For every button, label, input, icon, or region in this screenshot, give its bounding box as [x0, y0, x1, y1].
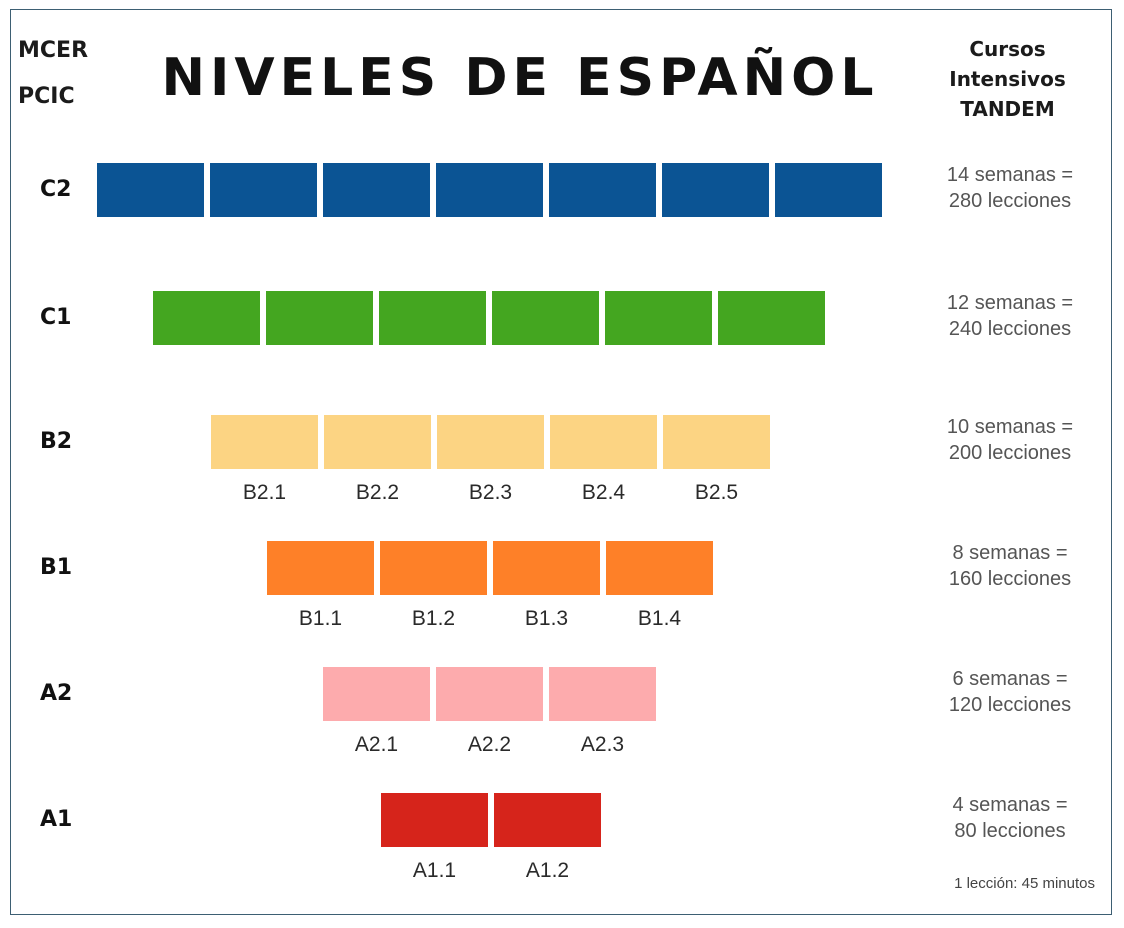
level-label-b2: B2: [40, 429, 73, 454]
duration-lessons-a1: 80 lecciones: [954, 820, 1066, 842]
level-segment-c2-6: [662, 163, 769, 217]
sublevel-label: A2.2: [467, 733, 512, 756]
level-segment-b1-4: [606, 541, 713, 595]
level-segment-c1-2: [266, 291, 373, 345]
level-segment-a1-1: [381, 793, 488, 847]
duration-weeks-c2: 14 semanas =: [946, 164, 1074, 186]
duration-lessons-a2: 120 lecciones: [948, 694, 1072, 716]
courses-header-line3: TANDEM: [960, 97, 1055, 121]
duration-weeks-b1: 8 semanas =: [952, 542, 1068, 564]
pcic-label: PCIC: [18, 84, 75, 109]
level-segment-a1-2: [494, 793, 601, 847]
level-segment-c2-2: [210, 163, 317, 217]
lesson-duration-footnote: 1 lección: 45 minutos: [954, 875, 1095, 892]
level-segment-c2-7: [775, 163, 882, 217]
courses-header-line1: Cursos: [969, 37, 1046, 61]
sublevel-label: B2.4: [581, 481, 626, 504]
level-segment-c1-1: [153, 291, 260, 345]
sublevel-label: A1.1: [412, 859, 457, 882]
level-segment-c1-5: [605, 291, 712, 345]
sublevel-label: B1.1: [298, 607, 343, 630]
level-segment-c2-4: [436, 163, 543, 217]
level-segment-b2-4: [550, 415, 657, 469]
sublevel-label: A2.1: [354, 733, 399, 756]
level-segment-c1-4: [492, 291, 599, 345]
level-segment-c2-5: [549, 163, 656, 217]
level-segment-b1-2: [380, 541, 487, 595]
level-segment-c2-3: [323, 163, 430, 217]
sublevel-label: B1.4: [637, 607, 682, 630]
mcer-label: MCER: [18, 38, 89, 63]
courses-header-line2: Intensivos: [949, 67, 1066, 91]
level-label-c1: C1: [40, 305, 72, 330]
level-segment-a2-1: [323, 667, 430, 721]
level-label-a1: A1: [40, 807, 73, 832]
level-label-a2: A2: [40, 681, 73, 706]
duration-weeks-b2: 10 semanas =: [946, 416, 1074, 438]
level-segment-a2-3: [549, 667, 656, 721]
sublevel-label: B1.3: [524, 607, 569, 630]
duration-weeks-c1: 12 semanas =: [946, 292, 1074, 314]
sublevel-label: A2.3: [580, 733, 625, 756]
duration-weeks-a2: 6 semanas =: [952, 668, 1068, 690]
duration-weeks-a1: 4 semanas =: [952, 794, 1068, 816]
level-segment-b1-1: [267, 541, 374, 595]
duration-lessons-c2: 280 lecciones: [948, 190, 1072, 212]
level-segment-b2-2: [324, 415, 431, 469]
sublevel-label: B2.3: [468, 481, 513, 504]
sublevel-label: B2.2: [355, 481, 400, 504]
sublevel-label: B2.5: [694, 481, 739, 504]
level-segment-b1-3: [493, 541, 600, 595]
level-label-b1: B1: [40, 555, 73, 580]
page-title: NIVELES DE ESPAÑOL: [161, 48, 879, 108]
duration-lessons-b2: 200 lecciones: [948, 442, 1072, 464]
sublevel-label: B2.1: [242, 481, 287, 504]
level-segment-c2-1: [97, 163, 204, 217]
level-label-c2: C2: [40, 177, 72, 202]
level-segment-b2-1: [211, 415, 318, 469]
level-segment-c1-3: [379, 291, 486, 345]
sublevel-label: B1.2: [411, 607, 456, 630]
level-segment-c1-6: [718, 291, 825, 345]
level-segment-b2-5: [663, 415, 770, 469]
duration-lessons-c1: 240 lecciones: [948, 318, 1072, 340]
duration-lessons-b1: 160 lecciones: [948, 568, 1072, 590]
level-segment-a2-2: [436, 667, 543, 721]
sublevel-label: A1.2: [525, 859, 570, 882]
level-segment-b2-3: [437, 415, 544, 469]
